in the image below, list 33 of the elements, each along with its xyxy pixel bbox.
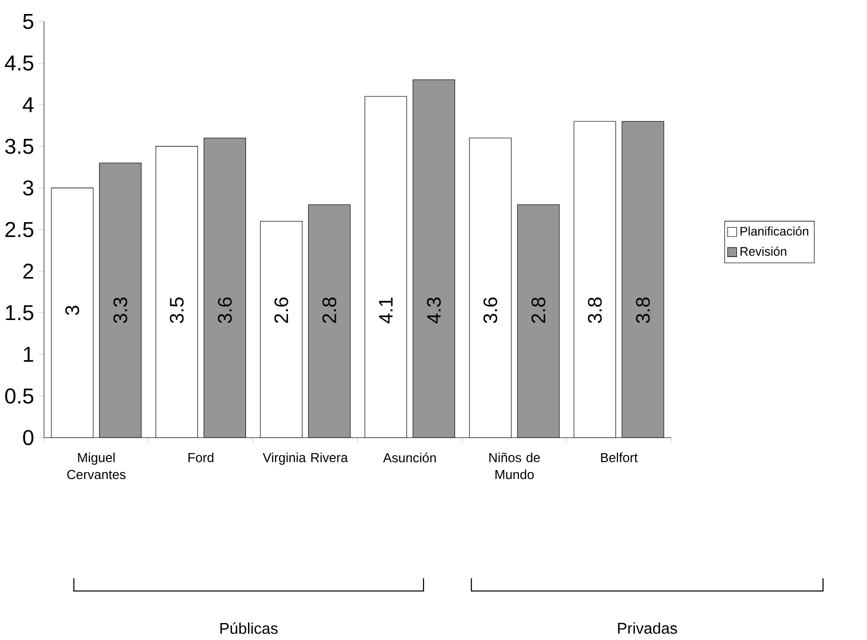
- data-label: 2.8: [531, 298, 546, 323]
- x-tick-label: Virginia Rivera: [262, 452, 348, 465]
- legend-label: Planificación: [740, 226, 808, 236]
- y-tick-label: 3: [23, 180, 34, 196]
- data-label: 3: [65, 306, 80, 316]
- data-label: 3.8: [636, 298, 650, 324]
- x-tick-label: Belfort: [601, 452, 638, 462]
- text: Privadas: [618, 622, 678, 634]
- data-label: 3.8: [588, 298, 602, 324]
- y-tick-label: 5: [23, 14, 34, 30]
- y-tick-label: 3.5: [5, 138, 34, 154]
- y-tick-label: 2.5: [5, 222, 34, 238]
- data-label: 3.6: [218, 298, 232, 324]
- y-tick-label: 0: [23, 430, 34, 446]
- legend-label: Revisión: [740, 246, 786, 256]
- data-label: 4.1: [379, 298, 393, 324]
- y-tick-label: 2: [23, 264, 34, 279]
- data-label: 2.6: [274, 298, 288, 323]
- text: Públicas: [220, 622, 278, 634]
- y-tick-label: 0.5: [5, 388, 34, 404]
- data-label: 3.5: [170, 298, 184, 324]
- data-label: 3.3: [113, 298, 128, 324]
- x-tick-label: Miguel Cervantes: [67, 452, 126, 480]
- y-tick-label: 4.5: [4, 56, 34, 71]
- x-tick-label: Niños de Mundo: [489, 452, 540, 480]
- x-tick-label: Asunción: [383, 452, 436, 462]
- y-tick-label: 4: [22, 97, 34, 112]
- y-tick-label: 1.5: [6, 305, 34, 320]
- x-tick-label: Ford: [188, 452, 214, 462]
- data-label: 3.6: [483, 298, 498, 324]
- data-label: 2.8: [322, 298, 336, 323]
- data-label: 4.3: [426, 298, 441, 324]
- y-tick-label: 1: [24, 347, 34, 362]
